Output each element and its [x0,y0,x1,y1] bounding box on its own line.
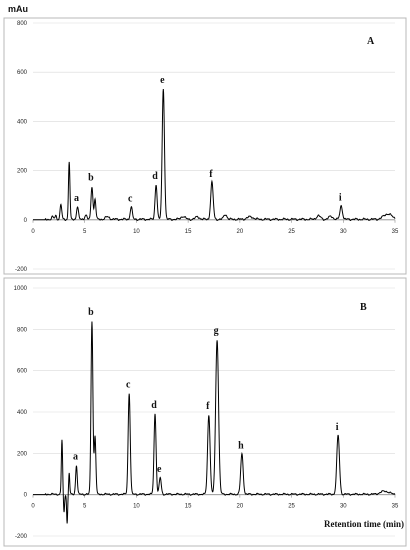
panel-a-x-tick-label: 35 [392,229,399,235]
panel-a-x-tick-label: 10 [133,229,140,235]
panel-a-peak-label-d: d [152,171,158,182]
panel-a-frame [3,17,407,275]
panel-a-x-tick-label: 5 [83,229,87,235]
panel-a-peak-label-c: c [128,194,133,205]
panel-b-x-tick-label: 25 [288,504,295,510]
panel-b-peak-label-a: a [73,452,78,463]
panel-b-x-tick-label: 30 [340,504,347,510]
panel-b-y-tick-label: 800 [17,327,28,333]
panel-b-peak-label-d: d [151,400,157,411]
panel-a-x-tick-label: 15 [185,229,192,235]
panel-b-x-tick-label: 20 [237,504,244,510]
panel-a-peak-label-e: e [160,75,165,86]
panel-a-x-tick-label: 25 [288,229,295,235]
panel-b-x-axis-label: Retention time (min) [324,519,404,529]
panel-a-x-tick-label: 20 [237,229,244,235]
panel-b-y-tick-label: 600 [17,369,28,375]
panel-a-x-tick-label: 30 [340,229,347,235]
panel-b-peak-label-i: i [336,422,339,433]
panel-a-y-unit: mAu [8,4,28,14]
panel-a-x-tick-label: 0 [31,229,35,235]
panel-a: mAu A -200 0 200 400 600 800 0 5 10 15 20 25 30 35 a… [8,4,399,273]
panel-a-label: A [367,36,375,47]
panel-b-x-tick-label: 5 [83,504,87,510]
panel-a-trace [33,88,396,222]
panel-b-peak-label-e: e [157,464,162,475]
panel-a-y-tick-label: -200 [15,267,28,273]
panel-b-y-tick-label: -200 [15,534,28,540]
panel-a-peak-label-f: f [209,169,213,180]
panel-a-peak-label-b: b [88,173,94,184]
panel-b-y-tick-label: 1000 [14,286,28,292]
panel-b-peak-label-c: c [126,379,131,390]
panel-b-peak-label-b: b [88,307,94,318]
panel-b-y-tick-label: 200 [17,451,28,457]
panel-b-x-tick-label: 0 [31,504,35,510]
panel-b-x-tick-label: 10 [133,504,140,510]
panel-b-peak-label-h: h [238,440,244,451]
panel-a-peak-label-i: i [339,192,342,203]
panel-a-y-tick-label: 0 [24,218,28,224]
panel-b-y-tick-label: 0 [24,493,28,499]
panel-a-y-tick-label: 800 [17,21,28,27]
panel-b-x-tick-label: 15 [185,504,192,510]
panel-b-peak-label-f: f [206,401,210,412]
panel-a-y-tick-label: 200 [17,169,28,175]
panel-b-trace [33,321,396,524]
panel-a-y-tick-label: 400 [17,119,28,125]
panel-a-peak-label-a: a [74,193,79,204]
panel-b-frame [3,277,407,547]
panel-b-x-tick-label: 35 [392,504,399,510]
panel-b-peak-label-g: g [214,326,219,337]
panel-b-label: B [360,302,367,313]
panel-a-y-tick-label: 600 [17,70,28,76]
panel-b-y-tick-label: 400 [17,410,28,416]
panel-b: B -200 0 200 400 600 800 1000 0 5 10 15 20 25 30 35 a… [14,286,404,540]
